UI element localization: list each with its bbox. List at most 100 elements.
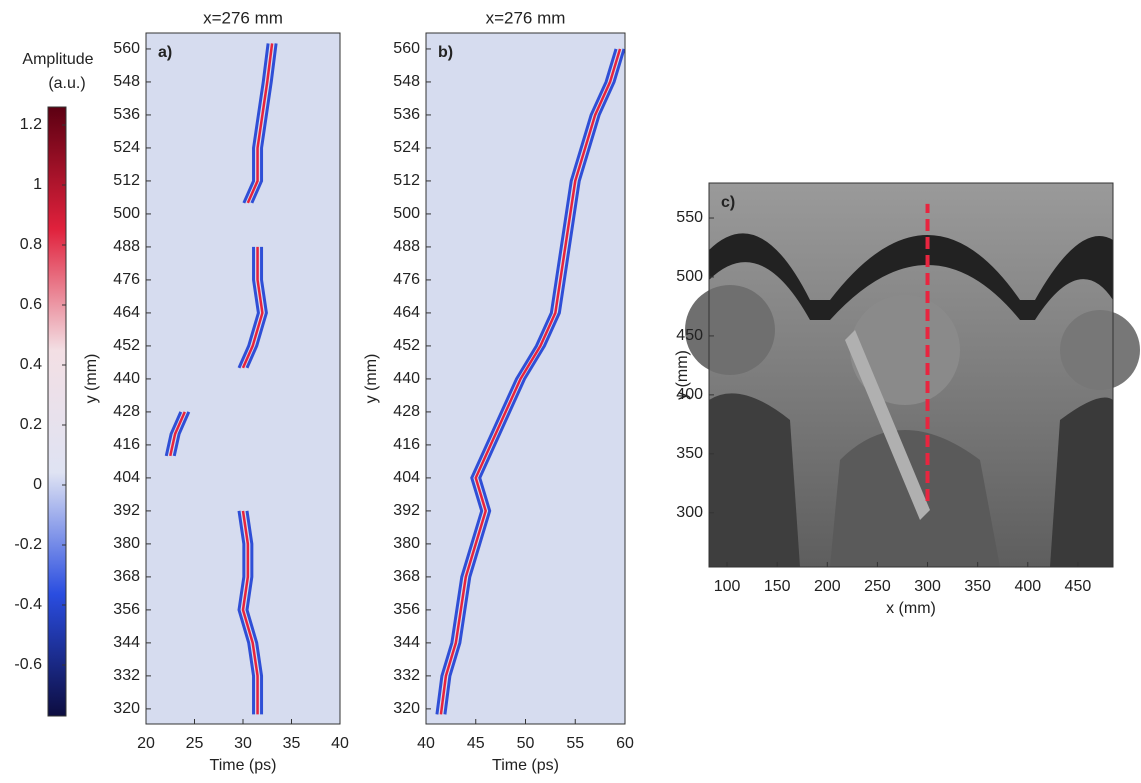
ridge-negative (237, 246, 260, 369)
x-tick-label: 25 (186, 735, 204, 752)
colorbar-label: Amplitude (22, 51, 93, 68)
y-tick-label: 404 (113, 469, 140, 486)
y-tick-label: 512 (113, 172, 140, 189)
x-tick-label: 350 (964, 578, 991, 595)
ridge-negative (250, 43, 278, 204)
y-tick-label: 550 (676, 209, 703, 226)
panel-label: b) (438, 44, 453, 61)
panel-title: x=276 mm (486, 8, 566, 27)
y-axis-label: y (mm) (674, 350, 691, 400)
y-tick-label: 368 (113, 568, 140, 585)
x-tick-label: 250 (864, 578, 891, 595)
y-axis-label: y (mm) (83, 354, 100, 404)
y-tick-label: 428 (393, 403, 420, 420)
y-tick-label: 500 (676, 268, 703, 285)
y-tick-label: 548 (113, 73, 140, 90)
x-tick-label: 20 (137, 735, 155, 752)
x-tick-label: 200 (814, 578, 841, 595)
y-axis-label: y (mm) (363, 354, 380, 404)
x-tick-label: 100 (714, 578, 741, 595)
y-tick-label: 300 (676, 504, 703, 521)
colorbar-tick-label: 0.6 (20, 296, 42, 313)
ridge-negative (245, 510, 264, 715)
x-tick-label: 40 (331, 735, 349, 752)
y-tick-label: 450 (676, 327, 703, 344)
x-tick-label: 150 (764, 578, 791, 595)
y-tick-label: 392 (113, 502, 140, 519)
ridge-negative (242, 43, 270, 204)
y-tick-label: 344 (393, 634, 420, 651)
ridge-negative (237, 510, 256, 715)
y-tick-label: 560 (393, 40, 420, 57)
ridge-positive (241, 510, 259, 715)
y-tick-label: 488 (393, 238, 420, 255)
y-tick-label: 440 (393, 370, 420, 387)
y-tick-label: 548 (393, 73, 420, 90)
y-tick-label: 356 (393, 601, 420, 618)
y-tick-label: 464 (393, 304, 420, 321)
y-tick-label: 488 (113, 238, 140, 255)
y-tick-label: 452 (113, 337, 140, 354)
ridge-negative (245, 246, 268, 369)
y-tick-label: 560 (113, 40, 140, 57)
y-tick-label: 536 (113, 106, 140, 123)
x-axis-label: x (mm) (886, 600, 936, 617)
panel-label: c) (721, 194, 735, 211)
y-tick-label: 524 (393, 139, 420, 156)
x-tick-label: 400 (1014, 578, 1041, 595)
colorbar (47, 106, 67, 717)
y-tick-label: 452 (393, 337, 420, 354)
ridge-positive (439, 48, 622, 715)
x-tick-label: 50 (517, 735, 535, 752)
y-tick-label: 320 (393, 700, 420, 717)
y-tick-label: 476 (393, 271, 420, 288)
y-tick-label: 368 (393, 568, 420, 585)
y-tick-label: 344 (113, 634, 140, 651)
colorbar-tick-label: -0.6 (14, 656, 42, 673)
panel-title: x=276 mm (203, 8, 283, 27)
y-tick-label: 380 (393, 535, 420, 552)
ridge-negative (435, 48, 618, 715)
y-tick-label: 536 (393, 106, 420, 123)
y-tick-label: 332 (393, 667, 420, 684)
y-tick-label: 464 (113, 304, 140, 321)
y-tick-label: 416 (113, 436, 140, 453)
y-tick-label: 524 (113, 139, 140, 156)
colorbar-tick-label: -0.4 (14, 596, 42, 613)
y-tick-label: 428 (113, 403, 140, 420)
x-tick-label: 60 (616, 735, 634, 752)
y-tick-label: 400 (676, 386, 703, 403)
y-tick-label: 512 (393, 172, 420, 189)
x-tick-label: 30 (234, 735, 252, 752)
y-tick-label: 392 (393, 502, 420, 519)
colorbar-tick-label: 1 (33, 176, 42, 193)
painting-image (685, 183, 1140, 567)
y-tick-label: 356 (113, 601, 140, 618)
y-tick-label: 440 (113, 370, 140, 387)
y-tick-label: 404 (393, 469, 420, 486)
x-tick-label: 45 (467, 735, 485, 752)
ridge-positive (246, 43, 274, 204)
ridge-negative (443, 48, 626, 715)
colorbar-tick-label: 1.2 (20, 116, 42, 133)
x-axis-label: Time (ps) (210, 757, 277, 774)
colorbar-tick-label: 0.2 (20, 416, 42, 433)
y-tick-label: 476 (113, 271, 140, 288)
x-tick-label: 35 (283, 735, 301, 752)
y-tick-label: 320 (113, 700, 140, 717)
ridge-negative (172, 411, 191, 457)
ridge-negative (164, 411, 183, 457)
x-tick-label: 450 (1065, 578, 1092, 595)
ridge-positive (169, 411, 186, 457)
y-tick-label: 416 (393, 436, 420, 453)
x-tick-label: 55 (566, 735, 584, 752)
colorbar-tick-label: 0 (33, 476, 42, 493)
panel-label: a) (158, 44, 172, 61)
y-tick-label: 350 (676, 445, 703, 462)
y-tick-label: 332 (113, 667, 140, 684)
y-tick-label: 500 (113, 205, 140, 222)
colorbar-tick-label: 0.8 (20, 236, 42, 253)
colorbar-label: (a.u.) (48, 75, 85, 92)
x-tick-label: 300 (914, 578, 941, 595)
